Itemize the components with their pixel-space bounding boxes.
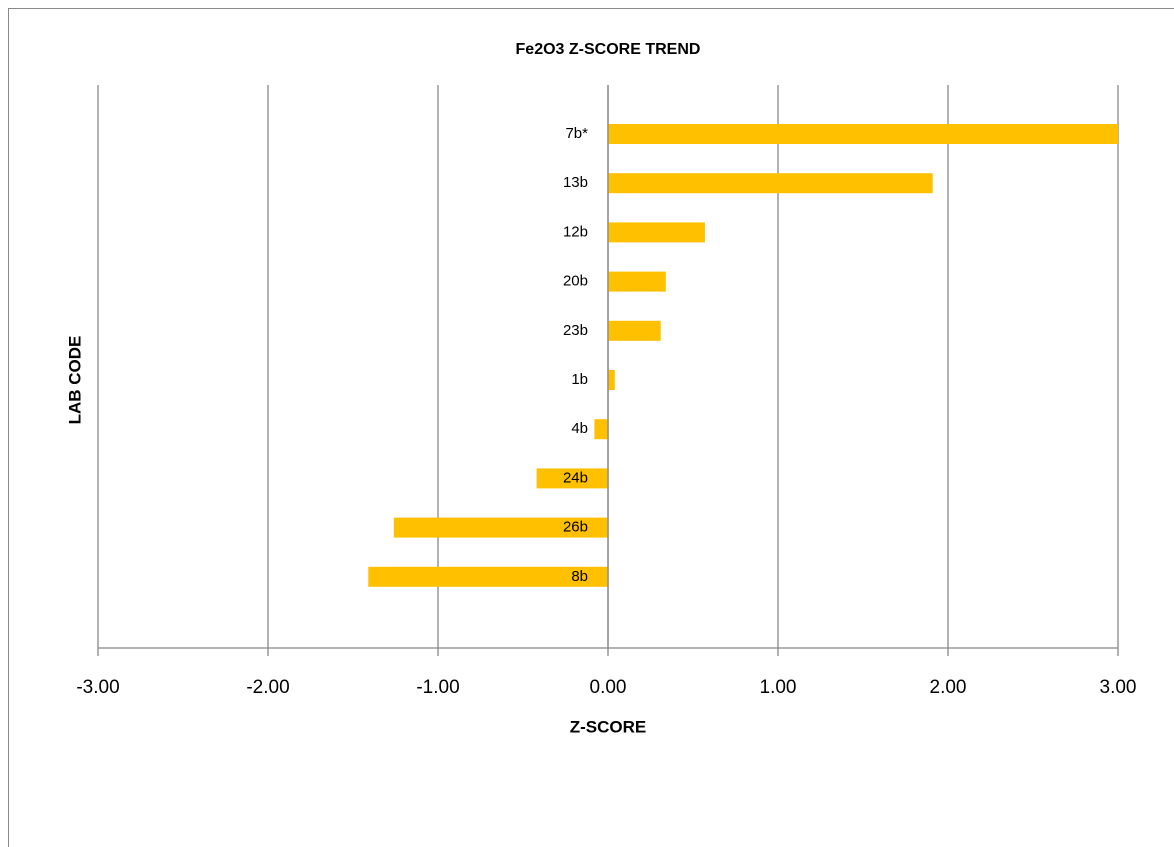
bar: [393, 517, 608, 538]
bar: [608, 370, 615, 390]
y-tick-label: 26b: [563, 519, 588, 536]
y-axis-label: LAB CODE: [65, 336, 84, 425]
y-tick-label: 8b: [571, 568, 588, 585]
y-tick-label: 20b: [563, 273, 588, 290]
y-tick-label: 24b: [563, 469, 588, 486]
bar: [594, 419, 608, 440]
bar: [536, 468, 608, 489]
y-tick-label: 12b: [563, 223, 588, 240]
bar: [608, 320, 661, 341]
y-tick-label: 1b: [571, 371, 588, 388]
x-tick-label: -1.00: [416, 677, 459, 698]
x-tick-label: -2.00: [246, 677, 289, 698]
bar: [608, 271, 666, 292]
x-tick-label: 1.00: [760, 677, 797, 698]
chart-title: Fe2O3 Z-SCORE TREND: [516, 41, 701, 58]
bar: [368, 566, 608, 587]
bar: [608, 222, 705, 243]
y-tick-label: 13b: [563, 174, 588, 191]
x-axis-label: Z-SCORE: [570, 717, 647, 736]
x-tick-label: -3.00: [76, 677, 119, 698]
y-tick-label: 23b: [563, 322, 588, 339]
y-tick-label: 7b*: [565, 125, 588, 142]
x-tick-label: 0.00: [590, 677, 627, 698]
chart-frame: [8, 8, 1174, 847]
y-tick-label: 4b: [571, 420, 588, 437]
x-tick-label: 2.00: [930, 677, 967, 698]
x-tick-label: 3.00: [1100, 677, 1137, 698]
bar: [608, 173, 933, 194]
bar: [608, 124, 1118, 144]
